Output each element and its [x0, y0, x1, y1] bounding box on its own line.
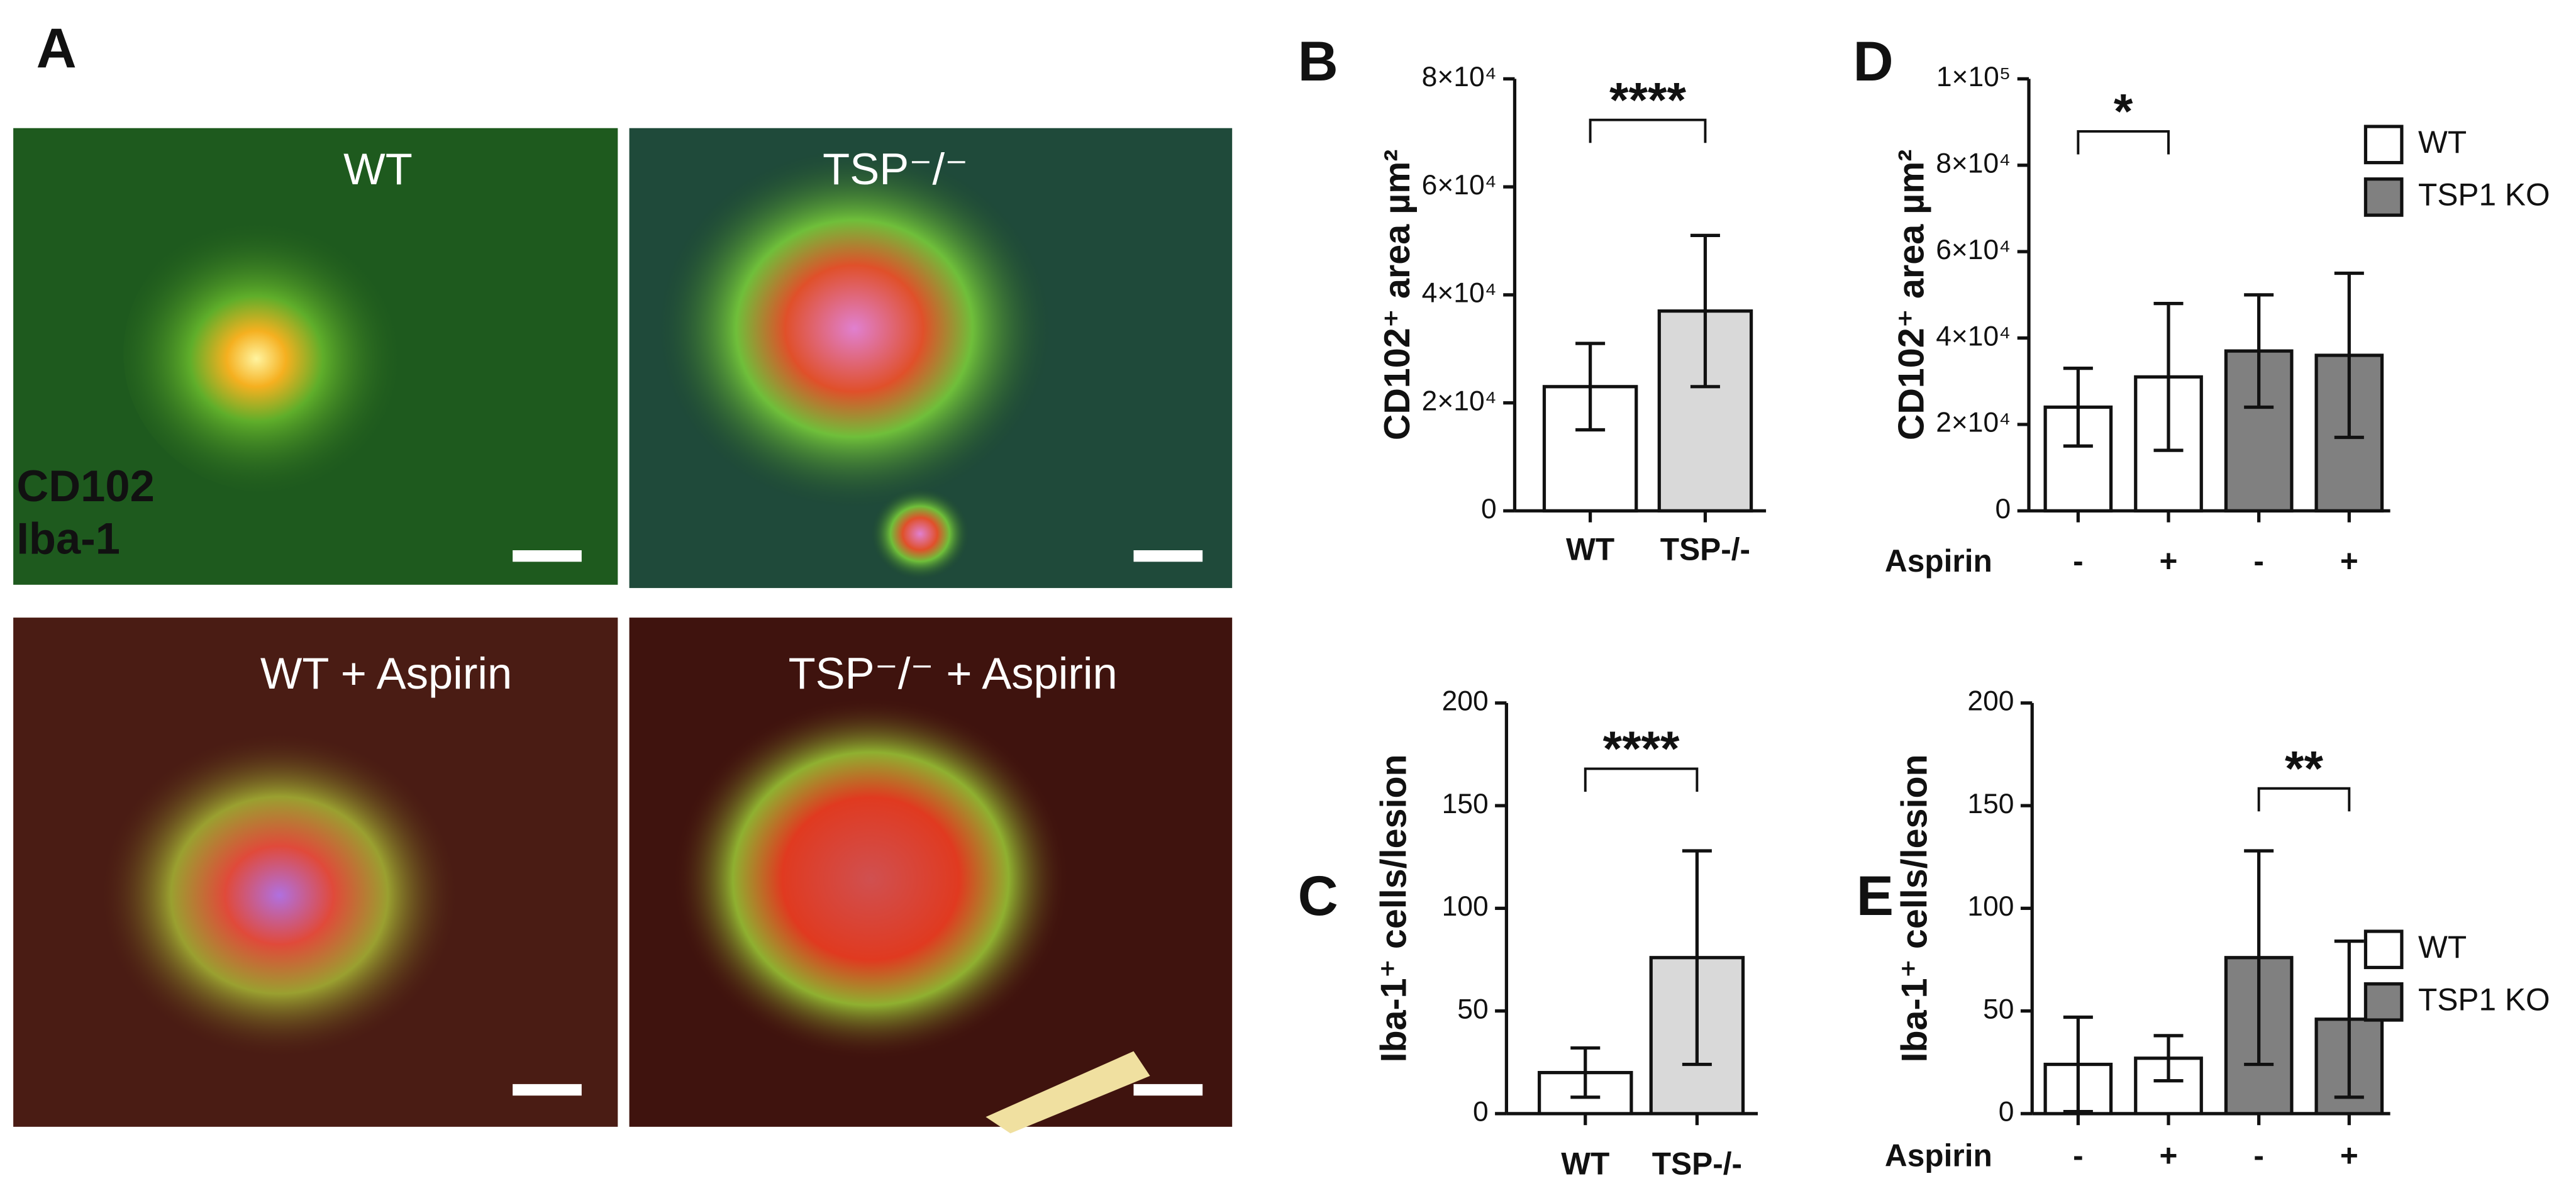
- y-tick-label: 150: [1442, 789, 1489, 819]
- error-bar: [1690, 233, 1720, 389]
- y-tick-label: 100: [1967, 891, 2014, 922]
- significance-label: **: [2285, 740, 2323, 796]
- image-label: TSP⁻/⁻: [823, 144, 968, 194]
- error-bar: [2063, 1015, 2093, 1114]
- y-tick-label: 200: [1967, 686, 2014, 717]
- stain-label: CD102: [16, 461, 155, 511]
- error-bar: [2153, 301, 2184, 452]
- y-tick-label: 200: [1442, 686, 1489, 717]
- scale-bar: [513, 1084, 582, 1096]
- x-tick-label: -: [2073, 543, 2084, 579]
- image-label: WT: [343, 144, 413, 194]
- significance-bracket: [2257, 787, 2351, 812]
- y-tick-label: 6×10⁴: [1422, 170, 1497, 201]
- error-bar: [1575, 341, 1606, 432]
- panel-label: E: [1857, 865, 1894, 927]
- x-tick-label: TSP-/-: [1652, 1146, 1742, 1181]
- artifact: [985, 1051, 1150, 1134]
- y-tick-label: 2×10⁴: [1936, 408, 2011, 438]
- y-tick-label: 50: [1983, 994, 2014, 1024]
- scale-bar: [1133, 550, 1203, 562]
- x-tick-label: WT: [1561, 1146, 1609, 1181]
- y-tick-label: 1×10⁵: [1936, 62, 2011, 92]
- error-bar: [2334, 940, 2364, 1099]
- legend-swatch: [2363, 125, 2404, 165]
- y-tick-label: 8×10⁴: [1422, 62, 1497, 92]
- significance-bracket: [1589, 118, 1707, 143]
- y-tick-label: 0: [1473, 1097, 1489, 1128]
- x-tick-label: -: [2253, 1138, 2264, 1173]
- panel-label: D: [1853, 30, 1894, 92]
- significance-label: ****: [1603, 721, 1680, 776]
- y-tick-label: 6×10⁴: [1936, 235, 2011, 265]
- y-axis-title: Iba-1⁺ cells/lesion: [1895, 754, 1935, 1062]
- legend-label: TSP1 KO: [2418, 982, 2550, 1017]
- x-tick-label: +: [2160, 1138, 2178, 1173]
- error-bar: [2244, 293, 2274, 409]
- x-tick-label: +: [2340, 543, 2358, 579]
- lesion: [123, 213, 419, 493]
- lesion: [674, 698, 1068, 1060]
- error-bar: [2244, 849, 2274, 1067]
- y-tick-label: 100: [1442, 891, 1489, 922]
- legend-swatch: [2363, 929, 2404, 970]
- x-tick-label: TSP-/-: [1660, 532, 1750, 567]
- x-row-label: Aspirin: [1885, 543, 1992, 579]
- micrograph-panel: [13, 128, 1233, 1134]
- y-tick-label: 8×10⁴: [1936, 148, 2011, 179]
- image-label: TSP⁻/⁻ + Aspirin: [789, 648, 1118, 698]
- x-tick-label: +: [2340, 1138, 2358, 1173]
- y-axis-title: CD102⁺ area µm²: [1377, 150, 1418, 441]
- x-tick-label: -: [2253, 543, 2264, 579]
- lesion: [870, 487, 970, 580]
- lesion: [657, 148, 1052, 509]
- legend-label: WT: [2418, 125, 2467, 160]
- panel-label: B: [1298, 30, 1338, 92]
- y-tick-label: 0: [1999, 1097, 2014, 1128]
- y-tick-label: 2×10⁴: [1422, 385, 1497, 416]
- panel-label: C: [1298, 865, 1338, 927]
- x-tick-label: -: [2073, 1138, 2084, 1173]
- y-axis-title: CD102⁺ area µm²: [1891, 150, 1931, 441]
- significance-label: *: [2114, 84, 2133, 139]
- significance-label: ****: [1609, 72, 1686, 127]
- significance-bracket: [1584, 767, 1699, 792]
- error-bar: [2153, 1034, 2184, 1083]
- legend-label: WT: [2418, 929, 2467, 965]
- significance-bracket: [2077, 130, 2170, 155]
- y-tick-label: 150: [1967, 789, 2014, 819]
- y-tick-label: 50: [1457, 994, 1488, 1024]
- y-tick-label: 4×10⁴: [1422, 278, 1497, 309]
- legend-label: TSP1 KO: [2418, 177, 2550, 213]
- error-bar: [2334, 271, 2364, 440]
- x-tick-label: +: [2160, 543, 2178, 579]
- x-tick-label: WT: [1566, 532, 1614, 567]
- x-row-label: Aspirin: [1885, 1138, 1992, 1173]
- lesion: [98, 731, 460, 1060]
- y-tick-label: 4×10⁴: [1936, 321, 2011, 352]
- legend-swatch: [2363, 177, 2404, 217]
- panel-label: A: [36, 17, 77, 79]
- y-axis-title: Iba-1⁺ cells/lesion: [1374, 754, 1414, 1062]
- legend-swatch: [2363, 982, 2404, 1022]
- error-bar: [2063, 367, 2093, 448]
- scale-bar: [513, 550, 582, 562]
- error-bar: [1682, 849, 1712, 1067]
- image-label: WT + Aspirin: [260, 648, 512, 698]
- stain-label: Iba-1: [16, 514, 120, 563]
- y-tick-label: 0: [1481, 494, 1497, 524]
- y-tick-label: 0: [1996, 494, 2011, 524]
- scale-bar: [1133, 1084, 1203, 1096]
- error-bar: [1570, 1046, 1601, 1099]
